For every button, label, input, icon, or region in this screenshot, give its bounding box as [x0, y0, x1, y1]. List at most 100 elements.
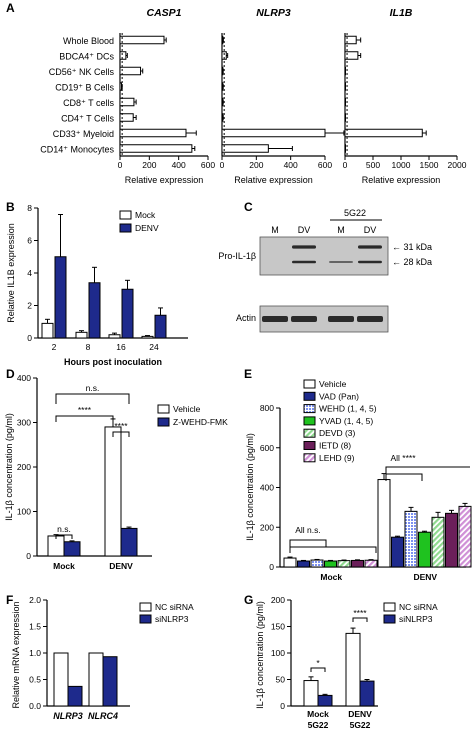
blot-band-actin: [291, 316, 317, 322]
axis-b-y-tick-label: 6: [27, 236, 32, 246]
legend-vad-label: VAD (Pan): [319, 391, 359, 401]
axis-f-y-tick-label: 1.5: [29, 622, 41, 632]
bar-yvad: [324, 560, 337, 568]
legend-nc-sirna-label: NC siRNA: [399, 602, 438, 612]
bar-ietd: [351, 559, 364, 568]
cell-type-label: CD56⁺ NK Cells: [49, 67, 115, 77]
axis-b-y-tick-label: 8: [27, 203, 32, 213]
legend-lehd-swatch: [303, 453, 316, 463]
legend-sinlrp3-swatch: [383, 614, 396, 624]
blot-lane-label: M: [271, 225, 279, 235]
bar-mock: [41, 322, 54, 339]
bar-denv: [88, 282, 101, 339]
cell-type-label: BDCA4⁺ DCs: [59, 52, 114, 62]
x-axis-label: Relative expression: [362, 175, 441, 185]
bar: [221, 144, 269, 153]
legend-mock-swatch: [119, 210, 132, 220]
x-tick-label: 24: [149, 342, 159, 352]
gene-title-nlrp3: NLRP3: [256, 7, 291, 19]
bar-denv: [121, 288, 134, 339]
bar: [221, 128, 326, 138]
legend-wehd-label: WEHD (1, 4, 5): [319, 404, 377, 414]
sig-bracket-denv-label: ****: [353, 608, 367, 618]
legend-lehd-label: LEHD (9): [319, 453, 355, 463]
x-tick-label: 0: [118, 160, 123, 170]
cell-type-label: CD4⁺ T Cells: [61, 114, 114, 124]
sig-bracket-mock: [310, 667, 326, 672]
legend-devd-label: DEVD (3): [319, 428, 356, 438]
bar-sinlrp3: [67, 685, 83, 707]
sig-bracket-vehicle-label: ****: [78, 405, 92, 415]
blot-band: [292, 245, 316, 249]
axis-d-y-tick-label: 200: [17, 462, 31, 472]
x-tick-sublabel: 5G22: [308, 720, 329, 730]
annotation-all-ns: All n.s.: [295, 525, 321, 535]
x-tick-label: 200: [142, 160, 156, 170]
x-tick-label: 0: [220, 160, 225, 170]
legend-sinlrp3-label: siNLRP3: [155, 614, 189, 624]
legend-wehd-swatch: [303, 404, 316, 414]
bar: [119, 35, 165, 45]
sig-bracket-vehicle: [55, 415, 114, 422]
blot-band-actin: [262, 316, 288, 322]
legend-sinlrp3-swatch: [139, 614, 152, 624]
sig-bracket-mock-top: [289, 539, 327, 547]
x-tick-label: 600: [318, 160, 332, 170]
legend-nc-sirna-label: NC siRNA: [155, 602, 194, 612]
x-axis-label: Hours post inoculation: [64, 357, 162, 367]
legend-yvad-label: YVAD (1, 4, 5): [319, 416, 373, 426]
axis-d-y-tick-label: 300: [17, 418, 31, 428]
panel-letter-a: A: [6, 1, 15, 15]
legend-vehicle-swatch: [157, 404, 170, 414]
x-tick-label: 16: [116, 342, 126, 352]
bar-vehicle: [377, 479, 391, 568]
bar: [119, 128, 187, 138]
x-tick-label: NLRP3: [53, 711, 83, 721]
y-axis-label: Relative IL1B expression: [6, 223, 16, 323]
legend-z-wehd-fmk-swatch: [157, 417, 170, 427]
legend-ietd-label: IETD (8): [319, 441, 351, 451]
kda-marker-31: ← 31 kDa: [392, 242, 432, 252]
axis-g-y-tick-label: 150: [271, 622, 285, 632]
bar-nc-sirna: [303, 680, 319, 707]
x-tick-label: DENV: [413, 572, 437, 582]
x-axis-label: Relative expression: [234, 175, 313, 185]
legend-z-wehd-fmk-label: Z-WEHD-FMK: [173, 417, 228, 427]
bar-nc-sirna: [88, 652, 104, 707]
legend-denv-swatch: [119, 223, 132, 233]
x-tick-label: 1500: [420, 160, 439, 170]
axis-e-y-tick-label: 600: [260, 443, 274, 453]
sig-bracket-denv: [352, 617, 368, 622]
panel-letter-e: E: [244, 367, 252, 381]
x-tick-label: Mock: [307, 709, 329, 719]
legend-vad-swatch: [303, 391, 316, 401]
bar-wehd: [404, 510, 418, 568]
panel-letter-b: B: [6, 200, 15, 214]
bar-devd: [337, 560, 351, 568]
x-tick-label: DENV: [348, 709, 372, 719]
sig-bracket-mock: [289, 546, 377, 553]
sig-bracket-mock-label: *: [316, 658, 320, 668]
bar: [221, 35, 224, 45]
sig-bracket-denv-top: [385, 466, 470, 474]
cell-type-label: CD19⁺ B Cells: [55, 83, 114, 93]
x-tick-label: 200: [249, 160, 263, 170]
bar-z-wehd-fmk: [63, 541, 81, 557]
blot-band: [292, 260, 316, 264]
cell-type-label: CD8⁺ T cells: [63, 98, 114, 108]
bar-denv: [54, 256, 67, 339]
x-tick-label: 500: [366, 160, 380, 170]
axis-b-y-tick-label: 4: [27, 268, 32, 278]
axis-f-y-tick-label: 2.0: [29, 595, 41, 605]
axis-g-y-tick-label: 200: [271, 595, 285, 605]
legend-vehicle-label: Vehicle: [319, 379, 347, 389]
axis-e-y-tick-label: 0: [269, 562, 274, 572]
bar-lehd: [364, 559, 378, 568]
y-axis-label: IL-1β concentration (pg/ml): [4, 413, 14, 521]
bar-vehicle: [283, 557, 297, 568]
blot-image-pro-il1b: [259, 236, 389, 276]
axis-e-y-tick-label: 400: [260, 483, 274, 493]
x-tick-label: DENV: [109, 561, 133, 571]
bar: [119, 82, 122, 91]
